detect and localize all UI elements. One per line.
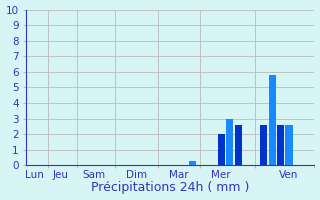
X-axis label: Précipitations 24h ( mm ): Précipitations 24h ( mm ) xyxy=(91,181,250,194)
Bar xyxy=(218,134,225,165)
Bar xyxy=(189,161,196,165)
Bar xyxy=(285,125,292,165)
Bar xyxy=(260,125,267,165)
Bar xyxy=(277,125,284,165)
Bar xyxy=(268,75,276,165)
Bar xyxy=(235,125,242,165)
Bar xyxy=(226,119,233,165)
